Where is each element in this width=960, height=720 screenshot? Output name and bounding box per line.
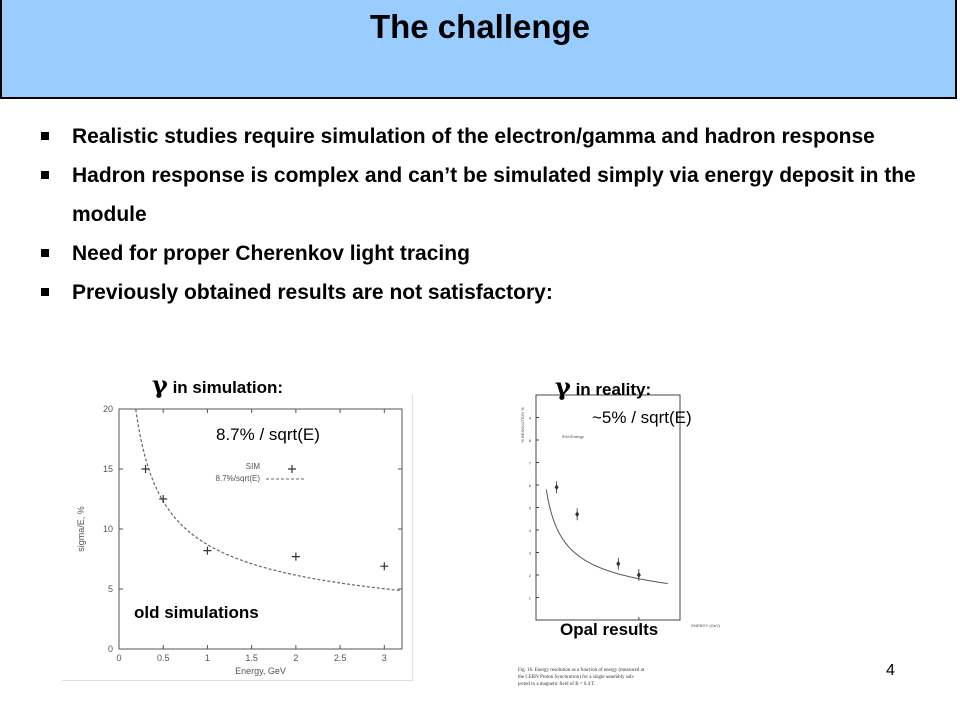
opal-data-point: [616, 560, 621, 567]
simulation-heading-text: in simulation:: [172, 378, 284, 397]
y-axis-label: % RESOLUTION %: [520, 407, 525, 443]
x-tick-label: 2: [293, 653, 298, 663]
x-tick-label: 10: [637, 623, 642, 628]
bullet-text: Hadron response is complex and can’t be …: [72, 164, 916, 226]
bullet-item: Hadron response is complex and can’t be …: [38, 156, 918, 234]
legend-label-fit: 8.7%/sqrt(E): [216, 474, 261, 483]
reality-caption: Opal results: [560, 620, 659, 639]
sim-data-point: [159, 495, 168, 503]
x-axis-label: ENERGY (GeV): [691, 623, 720, 628]
opal-data-point: [554, 484, 559, 491]
y-tick-label: 2: [529, 573, 532, 578]
opal-data-point: [575, 511, 580, 518]
x-tick-label: 2.5: [334, 653, 347, 663]
simulation-formula-annotation: 8.7% / sqrt(E): [216, 425, 320, 444]
gamma-symbol: γ: [555, 372, 571, 401]
simulation-heading: γ in simulation:: [152, 370, 283, 399]
bullet-text: Previously obtained results are not sati…: [72, 281, 553, 304]
square-bullet-icon: [41, 288, 49, 296]
y-axis-label: sigma/E, %: [76, 506, 86, 552]
sim-data-point: [291, 552, 300, 561]
gamma-symbol: γ: [152, 370, 168, 399]
reality-heading-text: in reality:: [575, 380, 652, 399]
x-tick-label: 1: [205, 653, 210, 663]
reality-chart: 1 2 3 4 5 6 7 8 9 10 ENERGY (GeV) % RESOLUTION % 5%/…: [517, 394, 721, 687]
x-tick-label: 1.5: [245, 653, 258, 663]
y-tick-label: 8: [529, 438, 532, 443]
opal-data-point: [636, 572, 641, 578]
y-tick-label: 9: [529, 416, 532, 421]
fit-curve-solid: [545, 489, 668, 584]
square-bullet-icon: [41, 171, 49, 179]
legend-label-fit: 5%/√Energy: [562, 434, 584, 439]
square-bullet-icon: [41, 249, 49, 257]
figure-caption-line: jected to a magnetic field of B = 0.4 T.: [517, 682, 595, 687]
y-tick-label: 1: [529, 596, 532, 601]
simulation-chart: 0 0.5 1 1.5 2 2.5 3 0 5 10 15 20 Energy, GeV sigma/E,…: [76, 404, 403, 676]
plot-frame: [535, 394, 681, 621]
y-tick-label: 6: [529, 483, 532, 488]
bullet-text: Need for proper Cherenkov light tracing: [72, 242, 470, 265]
square-bullet-icon: [41, 132, 49, 140]
legend-marker-sim: [288, 465, 296, 473]
bullet-list: Realistic studies require simulation of …: [38, 117, 918, 312]
reality-formula-annotation: ~5% / sqrt(E): [592, 408, 692, 427]
x-tick-label: 3: [382, 653, 387, 663]
sim-data-point: [380, 562, 389, 571]
bullet-item: Previously obtained results are not sati…: [38, 273, 918, 312]
simulation-caption: old simulations: [134, 603, 259, 622]
y-tick-label: 10: [103, 524, 113, 534]
y-tick-label: 20: [103, 404, 113, 414]
y-tick-label: 15: [103, 464, 113, 474]
y-tick-label: 4: [529, 528, 532, 533]
x-tick-label: 0: [116, 653, 121, 663]
title-bar: [0, 0, 957, 99]
y-tick-label: 0: [108, 644, 113, 654]
reality-heading: γ in reality:: [555, 372, 651, 401]
y-tick-label: 3: [529, 551, 532, 556]
figure-caption-line: Fig. 16. Energy resolution as a function…: [518, 668, 645, 673]
y-tick-label: 5: [529, 506, 532, 511]
slide-title: The challenge: [369, 8, 591, 45]
page-number: 4: [886, 662, 895, 679]
y-tick-label: 7: [529, 461, 532, 466]
figure-caption-line: the CERN Proton Synchrotron) for a singl…: [518, 675, 635, 680]
simulation-plot-panel: 0 0.5 1 1.5 2 2.5 3 0 5 10 15 20 Energy, GeV sigma/E,…: [62, 395, 413, 681]
fit-curve-dashed: [135, 409, 403, 592]
x-axis-label: Energy, GeV: [235, 666, 286, 676]
sim-data-point: [141, 465, 150, 473]
sim-data-point: [203, 546, 212, 555]
x-tick-label: 0.5: [157, 653, 170, 663]
bullet-item: Realistic studies require simulation of …: [38, 117, 918, 156]
bullet-item: Need for proper Cherenkov light tracing: [38, 234, 918, 273]
bullet-text: Realistic studies require simulation of …: [72, 125, 875, 148]
legend-label-sim: SIM: [246, 462, 261, 471]
reality-plot-panel: 1 2 3 4 5 6 7 8 9 10 ENERGY (GeV) % RESOLUTION % 5%/…: [512, 385, 738, 712]
y-tick-label: 5: [108, 584, 113, 594]
